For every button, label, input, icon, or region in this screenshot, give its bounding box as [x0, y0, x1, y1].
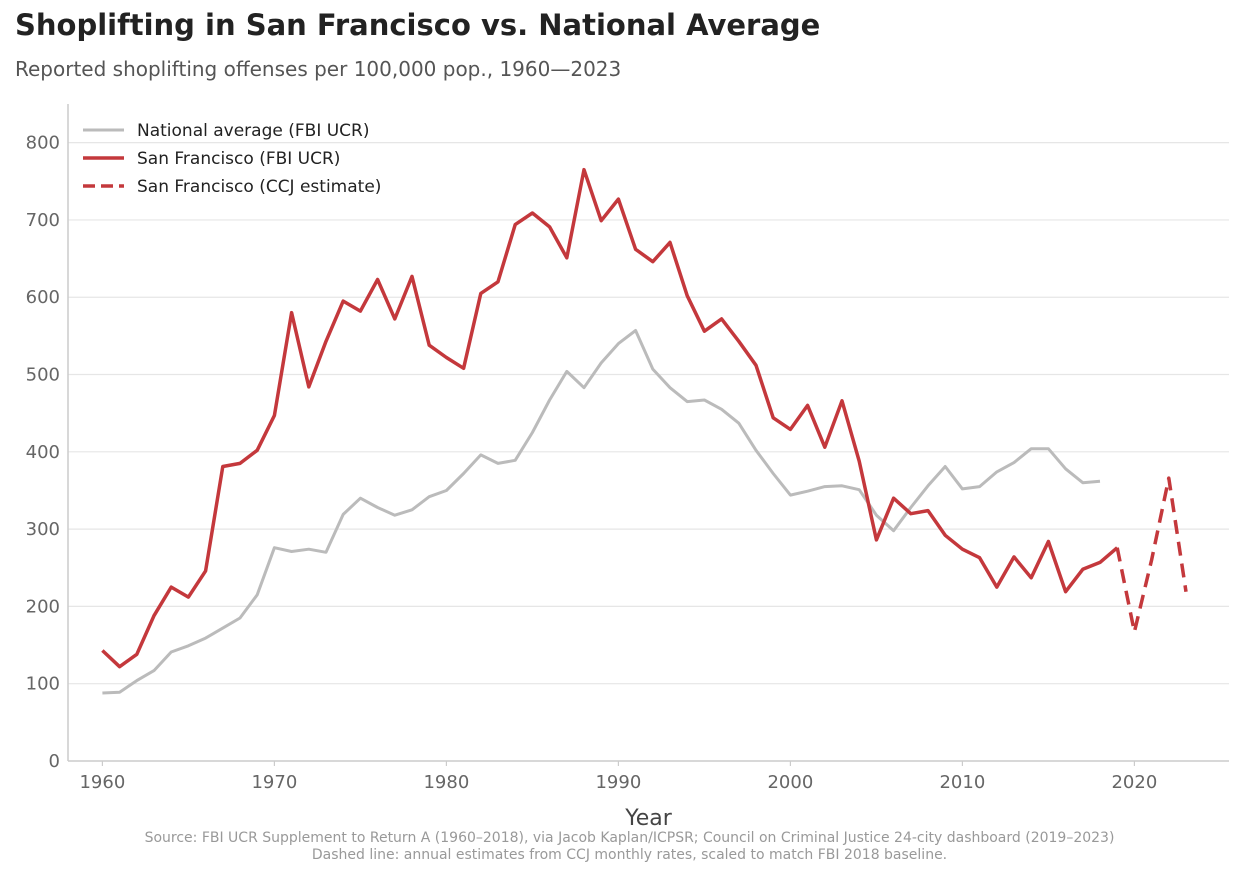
x-tick-label: 2000: [767, 772, 813, 793]
x-tick-label: 1980: [423, 772, 469, 793]
y-tick-label: 200: [26, 596, 60, 617]
source-note: Source: FBI UCR Supplement to Return A (…: [144, 830, 1115, 846]
y-tick-label: 500: [26, 365, 60, 386]
x-tick-label: 2010: [939, 772, 985, 793]
y-tick-label: 600: [26, 287, 60, 308]
legend-label: National average (FBI UCR): [137, 121, 370, 141]
legend-label: San Francisco (CCJ estimate): [137, 177, 381, 197]
dashed-line-note: Dashed line: annual estimates from CCJ m…: [311, 847, 948, 863]
series-line-san-francisco-ccj-estimate: [1115, 476, 1188, 634]
x-axis-label: Year: [624, 806, 673, 831]
y-tick-label: 0: [49, 751, 60, 772]
chart-subtitle: Reported shoplifting offenses per 100,00…: [15, 57, 622, 81]
y-tick-label: 700: [26, 210, 60, 231]
y-tick-label: 400: [26, 442, 60, 463]
y-tick-label: 100: [26, 674, 60, 695]
x-tick-label: 1960: [79, 772, 125, 793]
x-tick-label: 1970: [251, 772, 297, 793]
x-tick-label: 1990: [595, 772, 641, 793]
y-tick-label: 800: [26, 133, 60, 154]
series-line-san-francisco-fbi-ucr: [101, 167, 1119, 669]
legend-label: San Francisco (FBI UCR): [137, 149, 340, 169]
y-tick-label: 300: [26, 519, 60, 540]
chart-title: Shoplifting in San Francisco vs. Nationa…: [15, 8, 821, 42]
series-line-national-average-fbi-ucr: [102, 329, 1101, 695]
x-tick-label: 2020: [1111, 772, 1157, 793]
